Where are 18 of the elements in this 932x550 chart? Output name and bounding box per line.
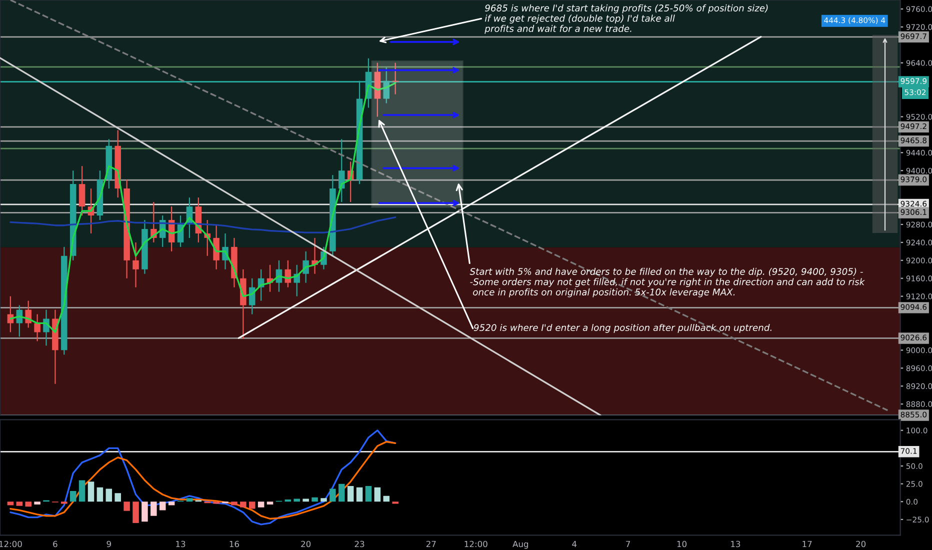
x-tick-label: 10 — [677, 540, 687, 548]
annotation: Start with 5% and have orders to be filled on the way to the dip. (9520, 9400, 9305) - -Some orders may not get filled, if not you're right in the direction and can add to risk once in profits on original position. 5x-10x leverage MAX. — [470, 268, 865, 298]
x-tick-label: Aug — [512, 540, 528, 549]
x-tick-label: 9 — [106, 540, 111, 548]
x-tick-label: 27 — [426, 540, 436, 548]
x-tick-label: 13 — [176, 540, 186, 548]
annotation: 9520 is where I'd enter a long position after pullback on uptrend. — [474, 324, 772, 333]
x-tick-label: 20 — [301, 540, 311, 548]
x-tick-label: 13 — [731, 540, 740, 548]
x-tick-label: 17 — [802, 540, 812, 548]
x-tick-label: 20 — [856, 540, 866, 548]
x-tick-label: 4 — [572, 540, 577, 548]
x-tick-label: 16 — [230, 540, 239, 548]
x-tick-label: 12:00 — [464, 540, 488, 548]
x-tick-label: 7 — [626, 540, 630, 548]
annotation: 9685 is where I'd start taking profits (25-50% of position size) if we get rejected (double top) I'd take all profits and wait for a new trade. — [484, 4, 768, 34]
x-tick-label: 23 — [354, 540, 364, 548]
x-tick-label: 6 — [53, 540, 58, 548]
